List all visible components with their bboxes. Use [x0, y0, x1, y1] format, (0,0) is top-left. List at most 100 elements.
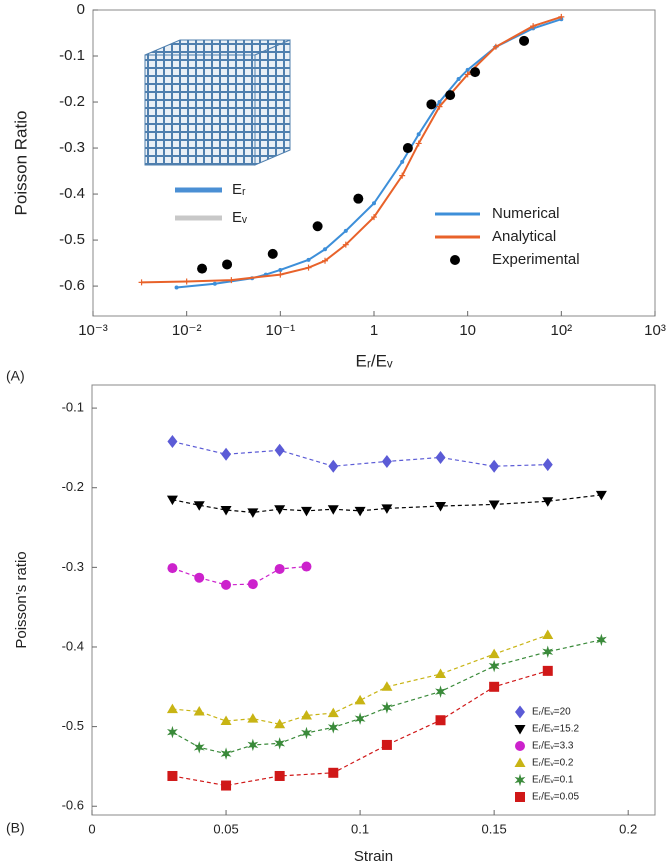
- marker: [435, 450, 446, 464]
- marker: [464, 71, 471, 78]
- marker: [220, 506, 232, 516]
- marker: [435, 668, 447, 679]
- marker: [381, 701, 393, 714]
- marker: [274, 718, 286, 729]
- marker: [193, 705, 205, 716]
- marker: [166, 495, 178, 506]
- marker: [542, 458, 553, 472]
- marker: [197, 263, 208, 274]
- marker: [371, 214, 377, 221]
- marker: [221, 780, 232, 791]
- marker: [542, 645, 554, 659]
- marker: [402, 143, 413, 154]
- marker: [327, 505, 339, 515]
- marker: [167, 725, 178, 739]
- x-tick-label: 0.15: [481, 821, 506, 836]
- marker: [220, 747, 232, 760]
- marker: [416, 132, 421, 137]
- marker: [381, 739, 392, 750]
- y-tick-label: -0.5: [59, 231, 85, 248]
- marker: [435, 685, 446, 698]
- marker: [437, 100, 442, 105]
- marker: [167, 770, 178, 781]
- marker: [595, 633, 607, 647]
- y-axis-label: Poisson’s ratio: [13, 551, 30, 648]
- marker: [489, 681, 500, 692]
- legend-label: Eᵣ/Eᵥ=15.2: [532, 724, 579, 735]
- y-tick-label: -0.1: [59, 47, 85, 64]
- marker: [381, 504, 393, 514]
- marker: [167, 563, 178, 574]
- legend-label: Eᵣ/Eᵥ=0.2: [532, 758, 574, 769]
- x-tick-label: 10²: [550, 322, 572, 339]
- marker: [277, 271, 284, 278]
- marker: [327, 707, 339, 718]
- x-tick-label: 10⁻³: [78, 322, 108, 339]
- marker: [138, 279, 145, 286]
- legend-label: Eᵣ/Eᵥ=20: [532, 707, 571, 718]
- marker: [301, 561, 312, 572]
- marker: [445, 90, 456, 101]
- marker: [435, 715, 446, 726]
- marker: [470, 67, 481, 78]
- y-axis-label: Poisson Ratio: [11, 111, 30, 216]
- marker: [342, 241, 349, 248]
- y-tick-label: -0.4: [62, 638, 84, 653]
- marker: [274, 443, 285, 457]
- legend-label: Numerical: [492, 205, 560, 222]
- marker: [174, 285, 179, 290]
- plot-frame: [91, 384, 656, 816]
- y-tick-label: -0.6: [59, 277, 85, 294]
- x-tick-label: 0.05: [213, 821, 238, 836]
- marker: [514, 757, 526, 767]
- y-tick-label: -0.6: [62, 798, 84, 813]
- y-tick-label: -0.3: [59, 139, 85, 156]
- marker: [542, 497, 554, 507]
- marker: [492, 43, 499, 50]
- marker: [343, 228, 348, 233]
- marker: [595, 490, 607, 501]
- marker: [327, 721, 339, 734]
- legend-label: Analytical: [492, 228, 556, 245]
- inset-legend-label: Eᵥ: [232, 209, 247, 226]
- marker: [300, 709, 312, 720]
- marker: [514, 773, 526, 787]
- y-tick-label: -0.5: [62, 718, 84, 733]
- marker: [436, 103, 443, 110]
- marker: [354, 712, 366, 725]
- marker: [194, 572, 205, 583]
- legend-marker: [450, 255, 460, 265]
- y-tick-label: -0.1: [62, 400, 84, 415]
- marker: [400, 159, 405, 164]
- marker: [167, 435, 178, 449]
- marker: [542, 629, 554, 640]
- marker: [426, 99, 437, 110]
- marker: [399, 172, 406, 179]
- marker: [519, 35, 530, 46]
- marker: [515, 741, 525, 751]
- marker: [456, 77, 461, 82]
- marker: [488, 500, 500, 510]
- marker: [247, 738, 259, 752]
- y-tick-label: 0: [77, 1, 85, 18]
- marker: [328, 459, 339, 473]
- legend-label: Eᵣ/Eᵥ=3.3: [532, 741, 574, 752]
- marker: [166, 703, 178, 714]
- x-axis-label: Eᵣ/Eᵥ: [356, 351, 393, 370]
- marker: [305, 264, 312, 271]
- marker: [328, 767, 339, 778]
- y-tick-label: -0.4: [59, 185, 85, 202]
- series-line: [172, 440, 548, 467]
- marker: [514, 725, 526, 735]
- marker: [221, 579, 232, 590]
- marker: [323, 247, 328, 252]
- series-line: [172, 639, 602, 755]
- marker: [274, 737, 286, 750]
- marker: [212, 281, 217, 286]
- marker: [193, 741, 205, 754]
- marker: [228, 277, 235, 284]
- marker: [306, 257, 311, 262]
- marker: [247, 579, 258, 590]
- x-tick-label: 10⁻²: [172, 322, 202, 339]
